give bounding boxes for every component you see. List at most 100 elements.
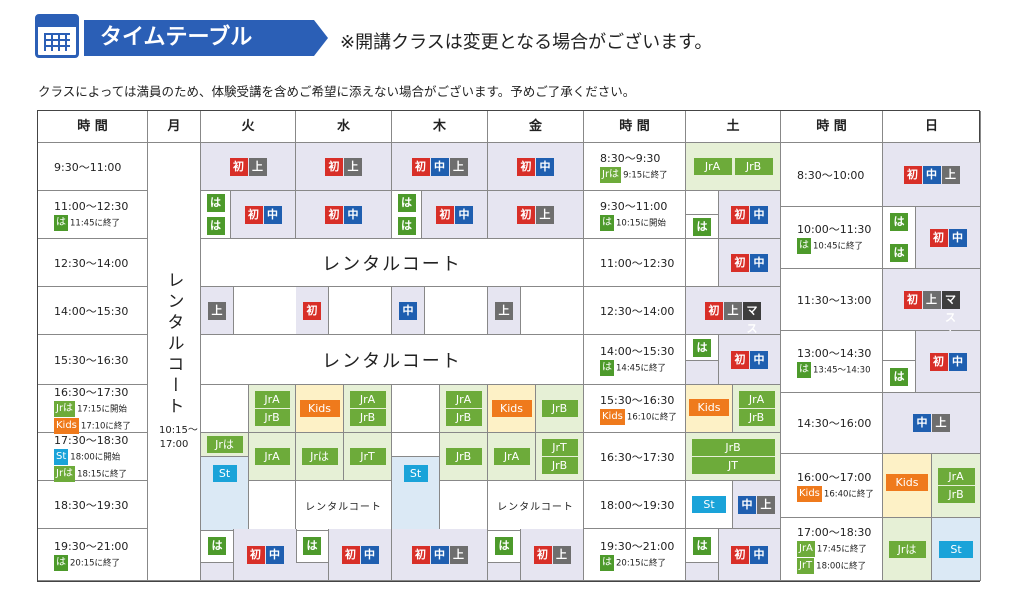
tue-st: St: [201, 457, 249, 531]
note-badge: Jrは: [54, 400, 76, 417]
sat-r4-pad: [686, 361, 719, 385]
weekday-time-4: 15:30〜16:30: [38, 335, 148, 385]
wed-r1: 初中: [296, 191, 392, 239]
note-badge: は: [54, 215, 68, 231]
class-jrb: JrB: [445, 409, 482, 426]
monday-rental-label: レンタルコート: [163, 271, 184, 418]
note-badge: Kids: [600, 409, 625, 425]
level-ha: は: [208, 536, 226, 555]
fri-r1: 初上: [488, 191, 584, 239]
class-jrb: JrB: [349, 409, 386, 426]
sat-r8-ha: は: [686, 529, 719, 563]
class-jra: JrA: [693, 158, 732, 175]
tue-r8-ha: は: [201, 529, 234, 563]
level-mid: 中: [750, 253, 768, 272]
sat-r8-pad: [686, 563, 719, 581]
time-note: Kids 16:10に終了: [600, 409, 685, 425]
level-beginner: 初: [903, 165, 922, 184]
wed-r8-ha: は: [296, 529, 329, 563]
class-kids: Kids: [299, 400, 340, 417]
class-jrb: JrB: [734, 158, 773, 175]
wed-r6-jrha: Jrは: [296, 433, 344, 481]
time-range: 16:30〜17:30: [600, 450, 675, 464]
level-ha: は: [693, 536, 711, 555]
time-note: は 20:15に終了: [54, 555, 147, 571]
class-jra: JrA: [937, 468, 975, 485]
level-mid: 中: [948, 352, 967, 371]
level-mid: 中: [750, 545, 768, 564]
tue-r1: 初中: [231, 191, 296, 239]
sun-time-4: 14:30〜16:00: [781, 393, 883, 454]
tue-r5-empty: [201, 385, 249, 433]
tue-r6-jrha: Jrは: [201, 433, 249, 457]
sun-r1: 初中: [916, 207, 981, 269]
tue-r5-jr: JrA JrB: [249, 385, 296, 433]
sun-r4: 中上: [883, 393, 981, 454]
tue-r0: 初上: [201, 143, 296, 191]
sat-time-2: 11:00〜12:30: [584, 239, 686, 287]
level-beginner: 初: [517, 205, 535, 224]
weekday-time-3: 14:00〜15:30: [38, 287, 148, 335]
class-jra: JrA: [493, 448, 530, 465]
level-beginner: 初: [303, 301, 321, 320]
sat-r5-kids: Kids: [686, 385, 733, 433]
monday-hours: 10:15〜17:00: [159, 425, 198, 450]
class-jrb: JrB: [541, 400, 578, 417]
level-ha: は: [397, 217, 416, 236]
fri-r3: 上: [488, 287, 521, 335]
level-ha: は: [397, 193, 416, 212]
time-note: は 10:15に開始: [600, 215, 685, 231]
weekday-time-5: 16:30〜17:30 Jrは 17:15に開始 Kids 17:10に終了: [38, 385, 148, 434]
level-beginner: 初: [325, 205, 343, 224]
level-mid: 中: [360, 545, 379, 564]
notice: ※開講クラスは変更となる場合がございます。: [340, 32, 713, 53]
sat-r1: 初中: [719, 191, 781, 239]
header-thu: 木: [392, 111, 488, 143]
sun-time-3: 13:00〜14:30 は 13:45〜14:30: [781, 331, 883, 393]
level-adv: 上: [757, 495, 775, 514]
time-note: Jrは 18:15に終了: [54, 465, 147, 482]
weekday-time-6: 17:30〜18:30 St 18:00に開始 Jrは 18:15に終了: [38, 433, 148, 482]
level-mid: 中: [738, 495, 756, 514]
sat-r8: 初中: [719, 529, 781, 581]
time-note: JrA 17:45に終了: [797, 541, 882, 557]
class-jrb: JrB: [445, 448, 482, 465]
wed-r5-jr: JrA JrB: [344, 385, 392, 433]
time-note: JrT 18:00に終了: [797, 558, 882, 574]
fri-r6-jrt: JrT JrB: [536, 433, 584, 481]
level-adv: 上: [208, 301, 226, 320]
level-mid: 中: [750, 350, 768, 369]
fri-r8-ha: は: [488, 529, 521, 563]
weekday-time-2: 12:30〜14:00: [38, 239, 148, 287]
level-mid: 中: [399, 301, 417, 320]
class-st: St: [212, 465, 237, 482]
sat-r7-st: St: [686, 481, 733, 529]
class-st: St: [692, 496, 726, 513]
rental-court-2: レンタルコート: [201, 335, 584, 385]
tue-r7-empty: [249, 481, 296, 531]
sun-r5-kids: Kids: [883, 454, 932, 518]
sun-time-5: 16:00〜17:00 Kids 16:40に終了: [781, 454, 883, 518]
time-range: 17:30〜18:30: [54, 433, 129, 447]
time-note: St 18:00に開始: [54, 448, 147, 465]
level-ha: は: [206, 193, 225, 212]
class-st: St: [403, 465, 428, 482]
time-range: 10:00〜11:30: [797, 223, 872, 236]
class-jrha: Jrは: [206, 436, 243, 453]
level-ha: は: [206, 217, 225, 236]
level-adv: 上: [724, 301, 742, 320]
tue-r8: 初中: [234, 529, 297, 581]
sat-r2: 初中: [719, 239, 781, 287]
level-beginner: 初: [411, 545, 430, 564]
time-note: Kids 16:40に終了: [797, 486, 882, 502]
level-adv: 上: [248, 157, 267, 176]
time-range: 8:30〜10:00: [797, 168, 865, 182]
monday-rental: レンタルコート 10:15〜17:00: [148, 143, 201, 581]
class-jra: JrA: [445, 391, 482, 408]
level-beginner: 初: [929, 352, 948, 371]
thu-r6-empty: [392, 433, 440, 457]
fri-r5-jrb: JrB: [536, 385, 584, 433]
level-beginner: 初: [325, 157, 343, 176]
time-note: は 11:45に終了: [54, 215, 147, 231]
level-mid: 中: [948, 228, 967, 247]
